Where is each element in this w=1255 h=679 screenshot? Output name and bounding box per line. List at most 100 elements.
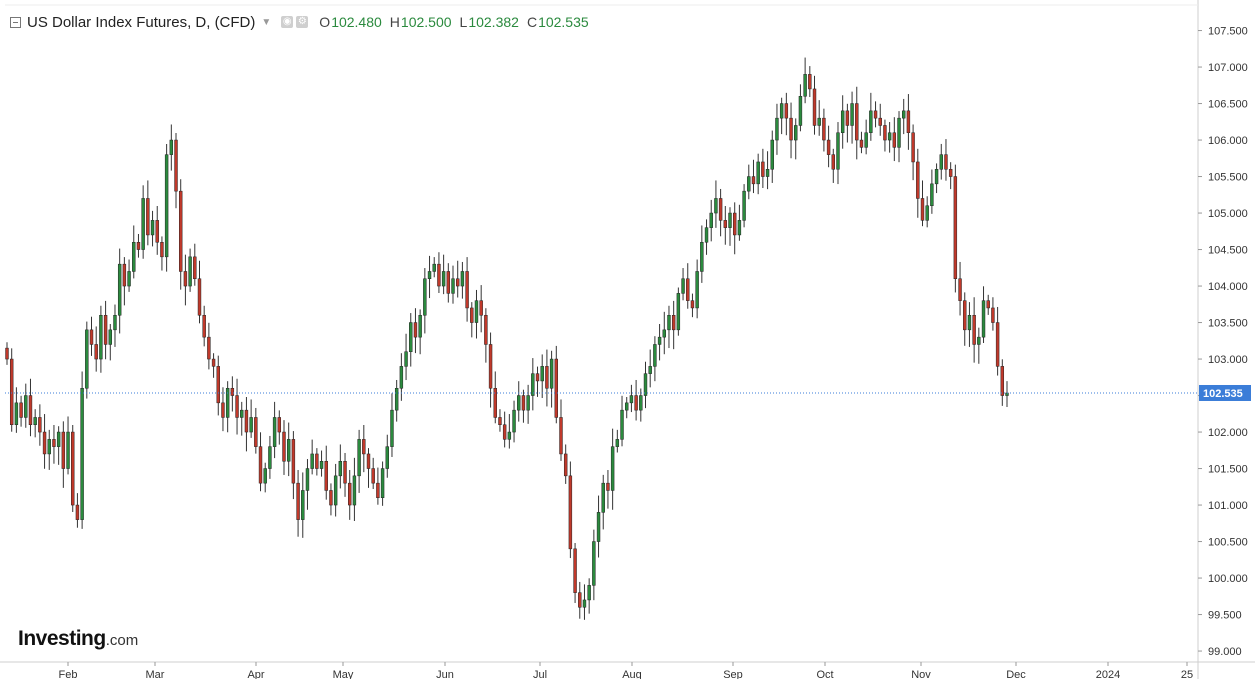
- candle-body: [394, 388, 399, 411]
- candle: [268, 435, 272, 479]
- candle: [521, 389, 526, 423]
- candle: [606, 470, 610, 509]
- candle: [840, 95, 845, 149]
- candle-body: [845, 110, 850, 126]
- candle: [963, 292, 967, 346]
- y-tick-label: 107.000: [1208, 62, 1248, 74]
- candle: [873, 101, 878, 128]
- candle-body: [920, 198, 925, 221]
- candle-body: [498, 417, 502, 426]
- candle: [66, 416, 70, 475]
- candle-body: [399, 366, 404, 389]
- candle-body: [117, 263, 122, 316]
- last-price-label: 102.535: [1203, 388, 1243, 400]
- candle-body: [5, 347, 9, 360]
- candle: [235, 378, 239, 435]
- candle: [831, 148, 835, 183]
- collapse-icon[interactable]: [10, 16, 21, 28]
- candle-body: [826, 139, 831, 155]
- chevron-down-icon[interactable]: ▼: [261, 16, 272, 28]
- candle: [371, 457, 375, 489]
- candle-body: [484, 315, 488, 345]
- visibility-icon[interactable]: ◉: [281, 16, 294, 28]
- candle-body: [634, 395, 638, 411]
- candle: [197, 260, 202, 324]
- candle-body: [953, 176, 958, 279]
- candle: [747, 164, 751, 200]
- candle-body: [465, 271, 469, 309]
- candle-body: [160, 242, 164, 258]
- candle: [944, 139, 948, 181]
- candle: [728, 207, 732, 246]
- candle: [240, 401, 244, 436]
- candle: [559, 399, 563, 461]
- candle-body: [329, 490, 333, 506]
- candle-body: [441, 271, 446, 287]
- candle-body: [19, 402, 23, 418]
- candle: [132, 225, 136, 279]
- candle-body: [592, 541, 596, 586]
- candle: [817, 100, 821, 136]
- candle: [808, 66, 812, 98]
- candle-body: [967, 315, 972, 331]
- candle: [225, 381, 230, 433]
- candle-body: [657, 336, 662, 345]
- candle-body: [972, 315, 976, 345]
- y-tick-label: 102.000: [1208, 427, 1248, 439]
- candle-body: [507, 431, 512, 440]
- candle-body: [108, 329, 112, 345]
- candle-body: [390, 409, 394, 447]
- candle: [906, 94, 911, 150]
- candle: [1000, 359, 1005, 406]
- candle-body: [80, 388, 84, 520]
- settings-icon[interactable]: ⚙: [296, 16, 309, 28]
- candle-body: [531, 373, 535, 396]
- candle: [676, 287, 681, 336]
- candle-body: [71, 431, 75, 506]
- candle-body: [460, 271, 465, 287]
- candle: [883, 119, 887, 152]
- candle-body: [549, 358, 554, 389]
- candle-body: [732, 212, 737, 236]
- candle-body: [362, 439, 366, 455]
- candle: [887, 122, 892, 153]
- candle: [404, 333, 408, 381]
- candle: [718, 188, 723, 237]
- y-tick-label: 101.500: [1208, 464, 1248, 476]
- candle-body: [676, 293, 681, 331]
- candle: [934, 163, 939, 194]
- candle-body: [535, 373, 540, 382]
- candle: [94, 326, 98, 372]
- candle-body: [225, 388, 230, 418]
- candle: [948, 162, 953, 190]
- candle: [775, 103, 779, 155]
- candle: [977, 327, 981, 364]
- candle: [596, 495, 601, 558]
- candle: [573, 543, 577, 603]
- candle: [437, 252, 441, 294]
- candle-body: [136, 242, 141, 250]
- candle-body: [211, 358, 216, 367]
- candle: [376, 467, 380, 505]
- candle: [540, 354, 544, 399]
- y-tick-label: 100.500: [1208, 537, 1248, 549]
- candle-body: [174, 139, 178, 192]
- candle: [723, 205, 728, 245]
- candle: [409, 313, 413, 367]
- candle-body: [479, 300, 483, 316]
- x-tick-label: Sep: [723, 669, 743, 679]
- candle: [869, 92, 873, 141]
- candle: [512, 400, 516, 443]
- candle: [625, 397, 629, 419]
- candle: [254, 407, 258, 454]
- candle-body: [653, 344, 657, 367]
- candle: [789, 102, 793, 159]
- candle: [155, 205, 159, 255]
- candle: [169, 124, 174, 171]
- ohlc-low: L102.382: [459, 14, 519, 30]
- candle: [779, 97, 784, 135]
- candle-body: [662, 329, 666, 338]
